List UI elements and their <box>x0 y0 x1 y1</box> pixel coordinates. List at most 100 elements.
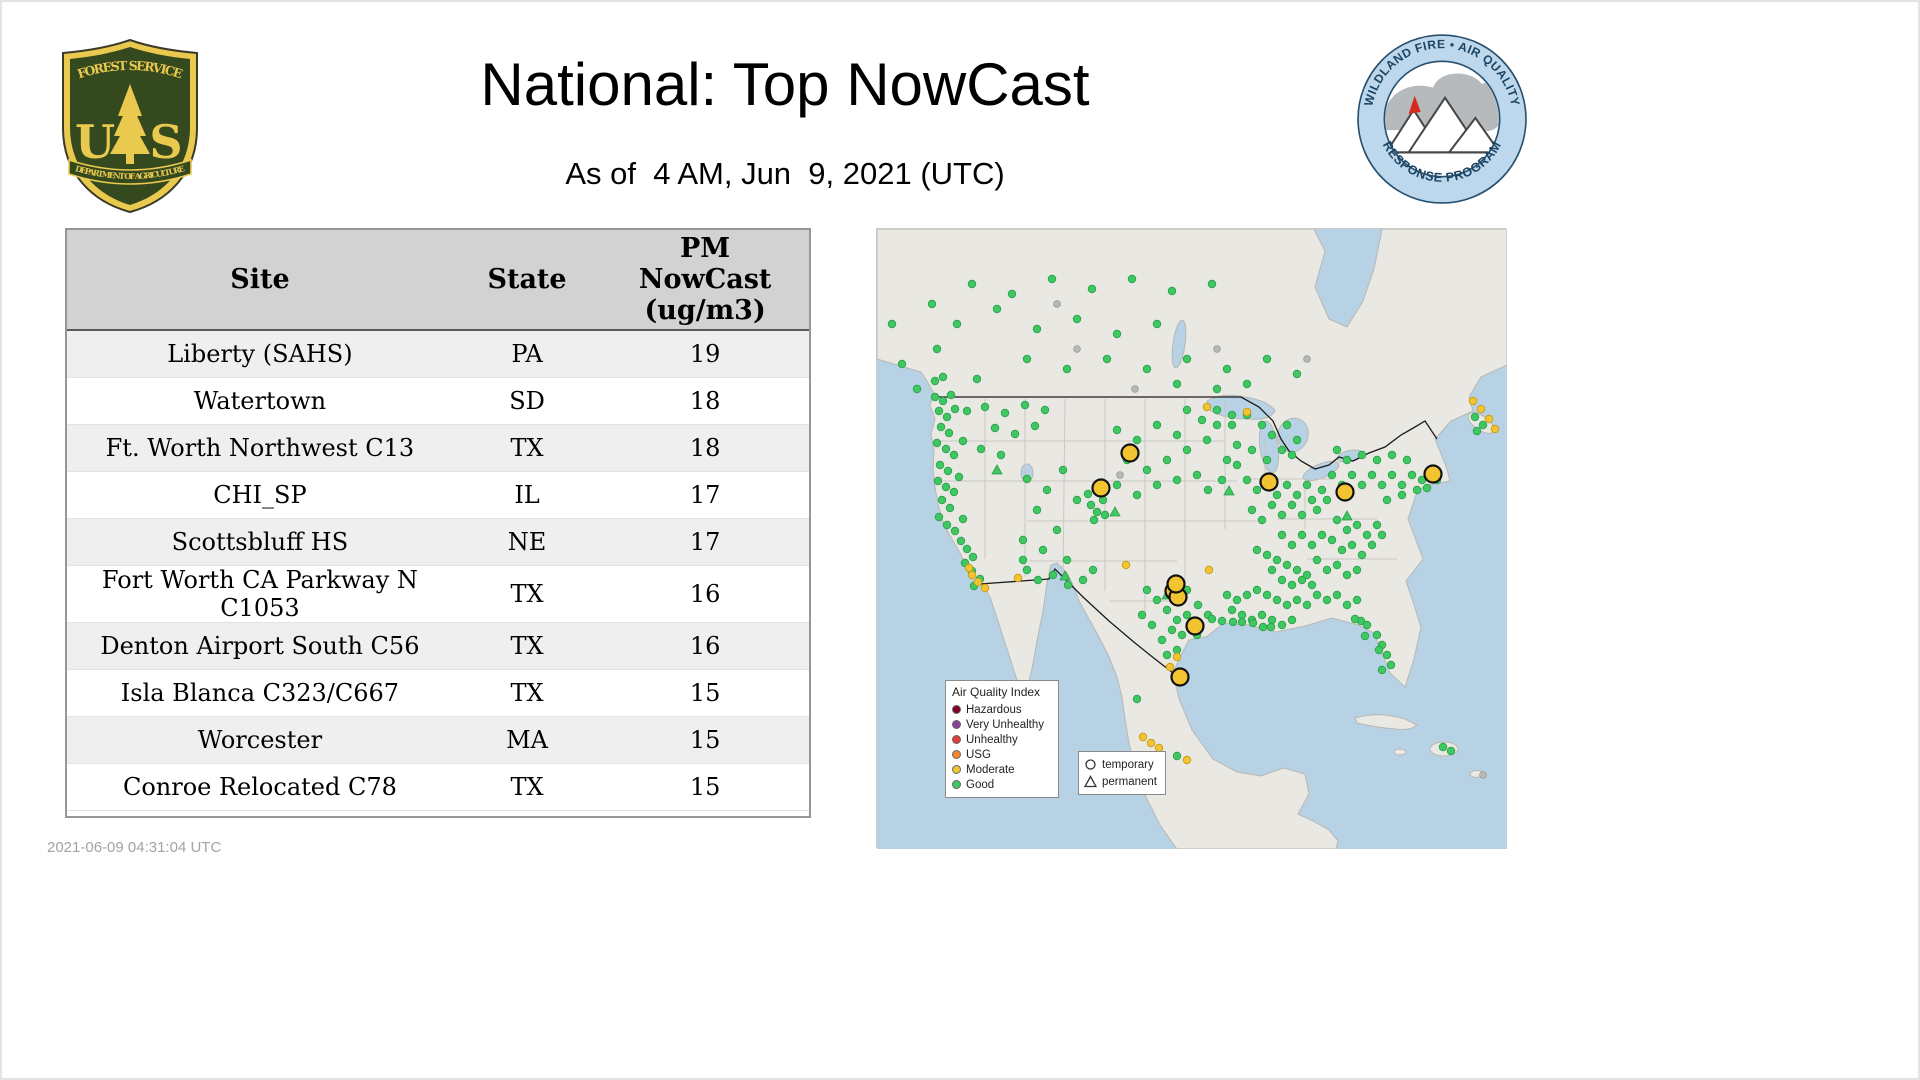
monitor-dot-good <box>962 406 972 416</box>
top-site-highlight-marker <box>1423 464 1443 484</box>
top-site-highlight-marker <box>1259 472 1279 492</box>
aqi-legend-label: Moderate <box>966 763 1015 776</box>
monitor-dot-good <box>945 503 955 513</box>
monitor-dot-good <box>1132 694 1142 704</box>
monitor-dot-good <box>1142 585 1152 595</box>
monitor-dot-good <box>1197 415 1207 425</box>
state-cell: IL <box>452 471 602 519</box>
monitor-dot-good <box>1222 455 1232 465</box>
monitor-dot-good <box>1342 600 1352 610</box>
aqi-legend: Air Quality Index Hazardous Very Unhealth… <box>945 680 1059 798</box>
monitor-dot-good <box>1047 274 1057 284</box>
monitor-dot-good <box>942 520 952 530</box>
monitor-dot-good <box>1042 485 1052 495</box>
monitor-dot-moderate <box>1121 560 1131 570</box>
monitor-dot-good <box>962 544 972 554</box>
monitor-dot-good <box>1032 505 1042 515</box>
monitor-dot-good <box>1322 595 1332 605</box>
monitor-dot-good <box>1307 540 1317 550</box>
monitor-dot-good <box>972 374 982 384</box>
monitor-dot-good <box>1332 445 1342 455</box>
monitor-dot-good <box>1412 485 1422 495</box>
column-header-state: State <box>452 230 602 331</box>
monitor-dot-good <box>1360 631 1370 641</box>
monitor-dot-good <box>1132 490 1142 500</box>
monitor-dot-good <box>937 495 947 505</box>
monitor-dot-good <box>1266 622 1276 632</box>
monitor-dot-good <box>1083 489 1093 499</box>
monitor-dot-good <box>1362 620 1372 630</box>
table-body: Liberty (SAHS) PA 19 Watertown SD 18 Ft. Worth… <box>67 330 809 811</box>
monitor-dot-good <box>1018 535 1028 545</box>
aqi-legend-label: USG <box>966 748 991 761</box>
monitor-dot-good <box>1020 400 1030 410</box>
aqi-legend-label: Good <box>966 778 995 791</box>
lake-erie <box>1302 460 1340 482</box>
monitor-dot-good <box>1350 614 1360 624</box>
monitor-dot-inactive <box>1131 385 1139 393</box>
monitor-dot-good <box>1048 570 1058 580</box>
monitor-dot-moderate <box>1182 755 1192 765</box>
site-cell: Denton Airport South C56 <box>67 622 453 670</box>
monitor-dot-good <box>1262 550 1272 560</box>
monitor-dot-good <box>1022 565 1032 575</box>
monitor-dot-good <box>1352 595 1362 605</box>
monitor-dot-good <box>1287 540 1297 550</box>
monitor-dot-good <box>1172 475 1182 485</box>
monitor-dot-good <box>1167 625 1177 635</box>
monitor-dot-good <box>1397 480 1407 490</box>
monitor-dot-good <box>1217 616 1227 626</box>
monitor-dot-good <box>1222 364 1232 374</box>
shield-letter-s: S <box>149 115 182 169</box>
monitor-dot-good <box>1292 490 1302 500</box>
monitor-dot-good <box>1193 600 1203 610</box>
monitor-dot-good <box>1152 595 1162 605</box>
monitor-dot-good <box>1078 575 1088 585</box>
monitor-dot-good <box>930 392 940 402</box>
monitor-dot-good <box>1112 425 1122 435</box>
monitor-dot-moderate <box>1146 738 1156 748</box>
monitor-dot-good <box>1112 480 1122 490</box>
monitor-dot-moderate <box>1172 652 1182 662</box>
monitor-dot-moderate <box>964 563 974 573</box>
monitor-dot-good <box>1217 475 1227 485</box>
marker-legend-label: temporary <box>1102 758 1154 771</box>
monitor-dot-good <box>1172 615 1182 625</box>
monitor-dot-good <box>1282 420 1292 430</box>
top-site-highlight-marker <box>1091 478 1111 498</box>
monitor-dot-good <box>1257 420 1267 430</box>
monitor-dot-moderate <box>1242 407 1252 417</box>
monitor-dot-good <box>1242 379 1252 389</box>
response-program-seal-icon: WILDLAND FIRE • AIR QUALITY RESPONSE PRO… <box>1357 34 1527 204</box>
monitor-dot-good <box>1212 405 1222 415</box>
monitor-dot-good <box>933 476 943 486</box>
monitor-dot-good <box>1387 450 1397 460</box>
site-cell: CHI_SP <box>67 471 453 519</box>
monitor-dot-good <box>980 402 990 412</box>
forest-service-shield-icon: FOREST SERVICE U S DEPARTMENT OF AGRICUL… <box>62 38 198 214</box>
monitor-dot-good <box>976 444 986 454</box>
table-row: Worcester MA 15 <box>67 716 809 764</box>
monitor-dot-good <box>1062 364 1072 374</box>
monitor-dot-good <box>1242 590 1252 600</box>
monitor-dot-good <box>1237 617 1247 627</box>
monitor-dot-good <box>967 279 977 289</box>
pine-tree-icon <box>110 84 150 164</box>
monitor-dot-good <box>1312 505 1322 515</box>
monitor-dot-good <box>958 436 968 446</box>
monitor-dot-good <box>1297 575 1307 585</box>
pm-nowcast-cell: 18 <box>601 424 809 472</box>
monitor-dot-good <box>1377 480 1387 490</box>
monitor-dot-moderate <box>1476 404 1486 414</box>
monitor-dot-good <box>1248 618 1258 628</box>
monitor-dot-moderate <box>1165 662 1175 672</box>
monitor-dot-good <box>1038 545 1048 555</box>
monitor-dot-good <box>1374 645 1384 655</box>
monitor-dot-good <box>990 423 1000 433</box>
monitor-dot-good <box>1292 565 1302 575</box>
monitor-dot-good <box>1352 565 1362 575</box>
monitor-dot-moderate <box>1138 732 1148 742</box>
monitor-dot-good <box>1407 470 1417 480</box>
state-cell: SD <box>452 377 602 425</box>
monitor-dot-good <box>1367 470 1377 480</box>
